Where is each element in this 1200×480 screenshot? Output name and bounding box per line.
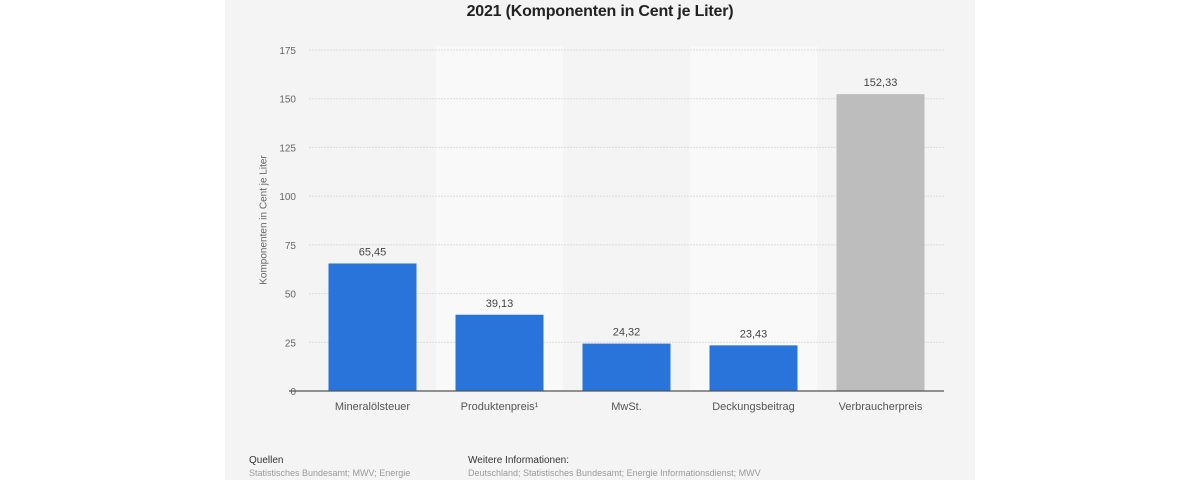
bar-4[interactable] (709, 345, 798, 391)
x-tick-label: Produktenpreis¹ (461, 401, 539, 413)
sources-block: Quellen Statistisches Bundesamt; MWV; En… (249, 455, 410, 479)
y-tick-label: 25 (285, 338, 297, 349)
x-tick-label: MwSt. (611, 401, 642, 413)
info-block: Weitere Informationen: Deutschland; Stat… (468, 455, 761, 479)
bar-3[interactable] (582, 343, 671, 391)
x-tick-label: Mineralölsteuer (335, 401, 411, 413)
data-label: 24,32 (613, 327, 641, 339)
y-axis-label: Komponenten in Cent je Liter (258, 155, 270, 285)
y-tick-label: 150 (279, 95, 296, 106)
bar-1[interactable] (328, 263, 417, 391)
x-tick-label: Verbraucherpreis (839, 401, 923, 413)
data-label: 23,43 (740, 328, 768, 340)
bar-5[interactable] (836, 94, 925, 392)
chart-title: 2021 (Komponenten in Cent je Liter) (466, 3, 734, 20)
data-label: 39,13 (486, 298, 514, 310)
y-tick-label: 75 (285, 241, 297, 252)
info-heading: Weitere Informationen: (468, 455, 569, 466)
sources-heading: Quellen (249, 455, 284, 466)
data-label: 152,33 (864, 77, 898, 89)
info-text[interactable]: Deutschland; Statistisches Bundesamt; En… (468, 468, 761, 478)
bar-2[interactable] (455, 314, 544, 391)
y-tick-label: 100 (279, 192, 296, 203)
y-tick-label: 50 (285, 290, 297, 301)
x-tick-label: Deckungsbeitrag (712, 401, 795, 413)
category-band (690, 46, 817, 391)
y-tick-label: 175 (279, 46, 296, 57)
y-tick-label: 125 (279, 143, 296, 154)
y-tick-label: 0 (290, 387, 296, 398)
sources-text[interactable]: Statistisches Bundesamt; MWV; Energie (249, 468, 411, 478)
data-label: 65,45 (359, 246, 387, 258)
